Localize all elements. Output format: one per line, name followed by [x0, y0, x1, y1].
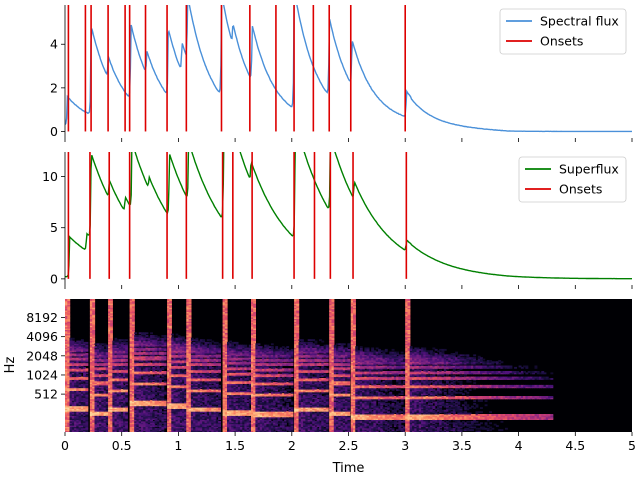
spectrogram-cell-3199 [169, 299, 172, 301]
spectrogram-cell-4856 [225, 299, 228, 301]
spectrogram-cell-688 [85, 372, 88, 374]
y-tick-label-1-10: 10 [42, 169, 58, 184]
spectrogram-cell-4645 [218, 375, 221, 377]
panel2-legend: Superflux Onsets [519, 157, 626, 202]
spectrogram-cell-1465 [110, 299, 113, 301]
legend-label-superflux: Superflux [559, 162, 619, 177]
spectrogram-cell-1894 [125, 386, 128, 388]
spectrogram-cell-4648 [218, 370, 221, 372]
legend-label-onsets-1: Onsets [540, 34, 583, 49]
y-tick-label-1-0: 0 [50, 271, 58, 286]
spectrogram-cell-699 [85, 353, 88, 355]
spectrogram-cell-690 [85, 368, 88, 370]
spectrogram-cell-2116 [132, 299, 135, 301]
spectrogram-cell-4623 [218, 414, 221, 416]
spectrogram-cell-191 [67, 299, 70, 301]
spectrogram-cell-2534 [146, 332, 149, 334]
spectrogram-cell-326 [72, 338, 75, 340]
spectrogram-cell-3865 [189, 299, 192, 301]
spectrogram-cell-3004 [164, 341, 167, 343]
y-tick-label-0-4: 4 [50, 37, 58, 52]
spectrogram-cell-1895 [125, 384, 128, 386]
spectrogram-cell-4066 [195, 338, 198, 340]
spectrogram-cell-4640 [218, 388, 221, 390]
spectrogram-cell-1882 [125, 404, 128, 406]
spectrogram-cell-2992 [164, 361, 167, 363]
spectrogram-cell-4641 [218, 385, 221, 387]
superflux-panel: 0 5 10 Superflux Onsets [42, 119, 632, 289]
spectrogram-cell-4257 [202, 339, 205, 341]
spectrogram-cell-3611 [182, 336, 185, 338]
spectrogram-cell-3269 [171, 334, 174, 336]
spectrogram-cell-4632 [218, 400, 221, 402]
spectrogram-cell-1923 [125, 342, 128, 344]
spectrogram-cell-2976 [164, 399, 167, 401]
spectrogram-cell-2961 [164, 422, 167, 424]
spectrogram-cell-2187 [134, 332, 137, 334]
legend-label-onsets-2: Onsets [559, 182, 602, 197]
panel1-legend: Spectral flux Onsets [500, 9, 626, 54]
spectrogram-cell-2667 [150, 332, 153, 334]
y-tick-label-0-0: 0 [50, 124, 58, 139]
spectrogram-cell-2987 [164, 371, 167, 373]
spectrogram-cell-2982 [164, 381, 167, 383]
spectrogram-cell-584 [81, 339, 84, 341]
spectrogram-cell-4658 [218, 354, 221, 356]
spectrogram-cell-4619 [218, 421, 221, 423]
y-tick-label-0-2: 2 [50, 80, 58, 95]
spectrogram-cell-3007 [164, 335, 167, 337]
spectrogram-cell-4662 [218, 348, 221, 350]
spectrogram-cell-687 [85, 375, 88, 377]
spectrogram-cell-898 [92, 299, 95, 301]
spectral-flux-panel: 0 2 4 Spectral flux Onsets [50, 0, 632, 142]
legend-label-spectral-flux: Spectral flux [540, 14, 619, 29]
spectrogram-cell-1909 [125, 363, 128, 365]
spectrogram-cell-2995 [164, 356, 167, 358]
spectrogram-cell-4664 [218, 343, 221, 345]
spectrogram-cell-2968 [164, 411, 167, 413]
spectrogram-cell-1924 [125, 339, 128, 341]
spectrogram-cell-706 [85, 342, 88, 344]
spectrogram-cell-2979 [164, 390, 167, 392]
spectrogram-cell-3000 [164, 348, 167, 350]
y-tick-label-1-5: 5 [50, 220, 58, 235]
spectrogram-cell-2984 [164, 377, 167, 379]
